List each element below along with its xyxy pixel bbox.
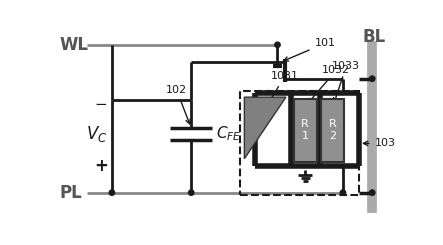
- Circle shape: [109, 190, 115, 195]
- Text: 1032: 1032: [308, 65, 350, 103]
- Text: −: −: [95, 97, 108, 112]
- Text: R
1: R 1: [301, 120, 309, 141]
- Polygon shape: [245, 97, 286, 159]
- Text: 1033: 1033: [332, 61, 360, 102]
- Text: 101: 101: [284, 38, 335, 61]
- Bar: [321, 99, 345, 162]
- Text: R
2: R 2: [329, 120, 337, 141]
- Circle shape: [369, 190, 375, 195]
- Circle shape: [340, 190, 346, 195]
- Text: +: +: [94, 158, 108, 175]
- Text: PL: PL: [59, 184, 82, 202]
- Circle shape: [275, 42, 280, 48]
- Text: 103: 103: [363, 138, 396, 148]
- Bar: [294, 99, 317, 162]
- Circle shape: [369, 76, 375, 81]
- Text: WL: WL: [59, 36, 89, 54]
- Text: BL: BL: [362, 28, 385, 46]
- Text: 102: 102: [166, 85, 190, 124]
- Circle shape: [189, 190, 194, 195]
- Text: $C_{FE}$: $C_{FE}$: [216, 125, 241, 144]
- Text: $V_C$: $V_C$: [86, 124, 107, 144]
- Bar: [240, 91, 359, 195]
- Text: 1031: 1031: [260, 72, 299, 117]
